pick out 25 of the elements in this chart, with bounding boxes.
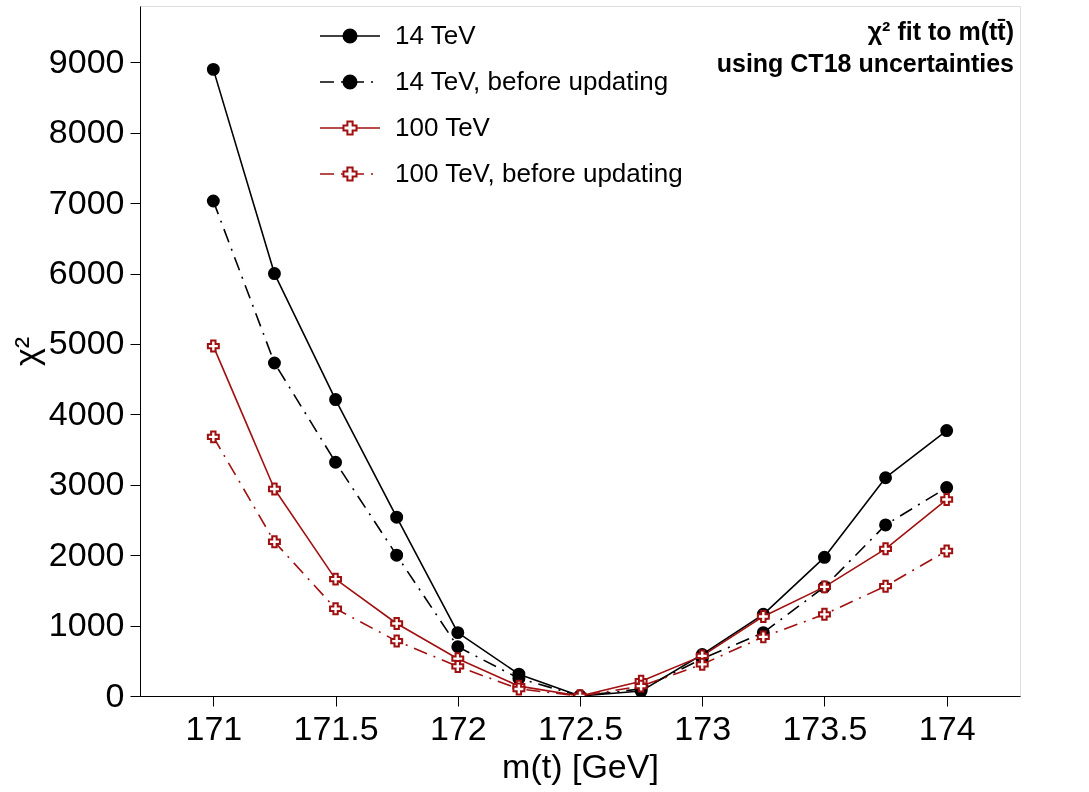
y-tick-label: 4000 (48, 393, 125, 432)
chart-title: χ² fit to m(tt̄) (867, 17, 1014, 45)
x-tick-label: 174 (918, 708, 976, 747)
x-tick-label: 172 (429, 708, 487, 747)
y-tick-label: 8000 (48, 112, 125, 151)
x-tick-label: 173 (674, 708, 732, 747)
y-axis-title: χ² (6, 336, 45, 367)
y-tick-label: 2000 (48, 534, 125, 573)
x-axis-title: m(t) [GeV] (502, 746, 659, 785)
x-tick-label: 171 (185, 708, 243, 747)
legend-label: 14 TeV, before updating (395, 66, 669, 96)
x-tick-label: 172.5 (537, 708, 624, 747)
y-tick-label: 7000 (48, 182, 125, 221)
y-tick-label: 9000 (48, 41, 125, 80)
y-tick-label: 1000 (48, 605, 125, 644)
legend-label: 14 TeV (395, 20, 477, 50)
y-tick-label: 3000 (48, 464, 125, 503)
legend-label: 100 TeV (395, 112, 491, 142)
x-tick-label: 173.5 (782, 708, 868, 747)
legend-label: 100 TeV, before updating (395, 158, 683, 188)
text: using CT18 uncertainties (716, 49, 1014, 77)
y-tick-label: 5000 (48, 323, 125, 362)
y-tick-label: 6000 (48, 253, 125, 292)
y-tick-label: 0 (105, 675, 125, 714)
x-tick-label: 171.5 (293, 708, 379, 747)
